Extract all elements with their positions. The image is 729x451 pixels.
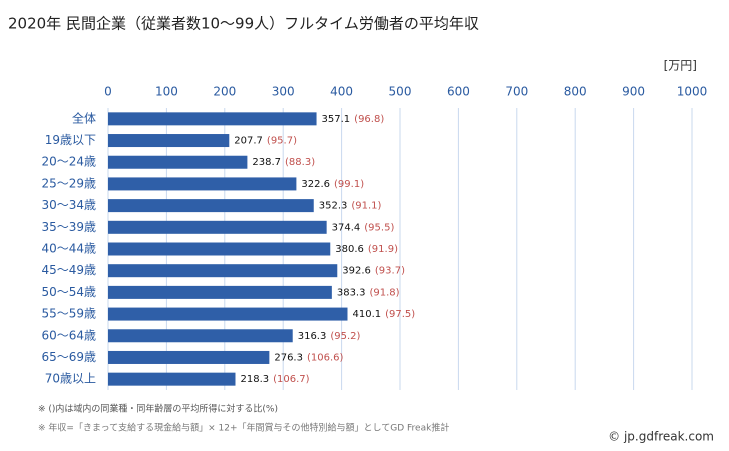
ratio-label: (95.7) (267, 136, 297, 147)
bar (108, 134, 230, 148)
ratio-label: (91.8) (369, 287, 399, 298)
y-tick-label: 50～54歳 (41, 285, 96, 299)
y-tick-label: 40～44歳 (41, 242, 96, 256)
bar (108, 307, 348, 321)
x-tick-label: 800 (564, 85, 587, 99)
y-tick-label: 30～34歳 (41, 198, 96, 212)
x-tick-label: 900 (622, 85, 645, 99)
value-label: 392.6 (342, 266, 371, 277)
chart-title: 2020年 民間企業（従業者数10～99人）フルタイム労働者の平均年収 (8, 15, 479, 33)
value-label: 383.3 (337, 287, 366, 298)
value-label: 374.4 (332, 222, 361, 233)
y-tick-label: 全体 (72, 110, 96, 125)
ratio-label: (99.1) (334, 179, 364, 190)
y-tick-label: 70歳以上 (45, 372, 96, 386)
value-label: 380.6 (335, 244, 364, 255)
x-tick-label: 400 (330, 85, 353, 99)
note: ※ 年収=「きまって支給する現金給与額」× 12+「年間賞与その他特別給与額」と… (38, 422, 449, 434)
ratio-label: (88.3) (285, 157, 315, 168)
x-tick-label: 1000 (677, 85, 708, 99)
x-tick-label: 300 (272, 85, 295, 99)
ratio-label: (96.8) (354, 114, 384, 125)
credit: © jp.gdfreak.com (608, 430, 714, 444)
y-tick-label: 20～24歳 (41, 155, 96, 169)
value-label: 218.3 (240, 374, 269, 385)
bar (108, 177, 297, 191)
bar (108, 350, 270, 364)
y-tick-label: 25～29歳 (41, 176, 96, 190)
bar (108, 285, 332, 299)
y-tick-label: 45～49歳 (41, 263, 96, 277)
note: ※ ()内は域内の同業種・同年齢層の平均所得に対する比(%) (38, 403, 278, 415)
x-tick-label: 0 (104, 85, 112, 99)
ratio-label: (93.7) (375, 266, 405, 277)
y-tick-label: 65～69歳 (41, 350, 96, 364)
value-label: 352.3 (319, 201, 348, 212)
ratio-label: (95.2) (330, 331, 360, 342)
x-tick-label: 500 (389, 85, 412, 99)
ratio-label: (91.9) (368, 244, 398, 255)
bar (108, 329, 293, 343)
value-label: 207.7 (234, 136, 263, 147)
bar (108, 112, 317, 126)
x-tick-label: 600 (447, 85, 470, 99)
y-tick-label: 19歳以下 (45, 133, 96, 147)
ratio-label: (95.5) (364, 222, 394, 233)
value-label: 410.1 (352, 309, 381, 320)
x-tick-label: 700 (505, 85, 528, 99)
bar (108, 220, 327, 234)
bar (108, 199, 314, 213)
y-tick-label: 55～59歳 (41, 307, 96, 321)
ratio-label: (106.7) (273, 374, 310, 385)
value-label: 276.3 (274, 352, 303, 363)
unit-label: [万円] (664, 59, 697, 73)
ratio-label: (106.6) (307, 352, 344, 363)
y-tick-label: 60～64歳 (41, 328, 96, 342)
ratio-label: (97.5) (385, 309, 415, 320)
ratio-label: (91.1) (351, 201, 381, 212)
bar (108, 155, 248, 169)
x-tick-label: 100 (155, 85, 178, 99)
value-label: 322.6 (301, 179, 330, 190)
bar (108, 372, 236, 386)
bar (108, 264, 338, 278)
value-label: 316.3 (298, 331, 327, 342)
value-label: 238.7 (252, 157, 281, 168)
value-label: 357.1 (322, 114, 351, 125)
y-tick-label: 35～39歳 (41, 220, 96, 234)
bar (108, 242, 331, 256)
x-tick-label: 200 (213, 85, 236, 99)
